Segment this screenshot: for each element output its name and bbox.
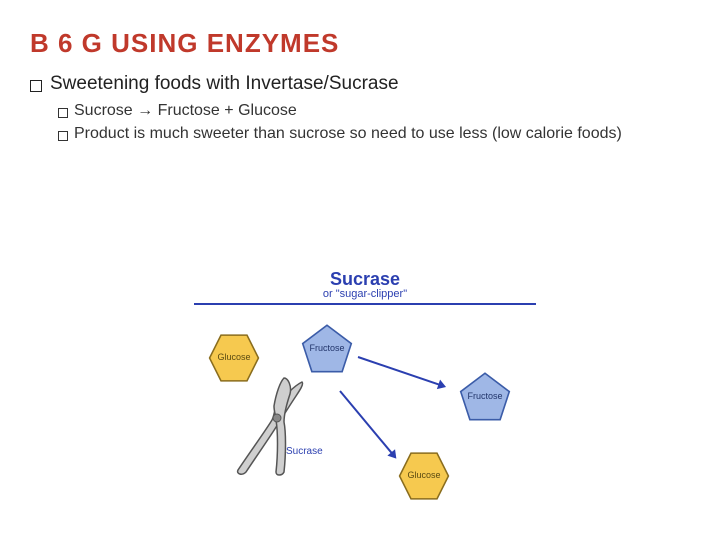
bullet-box-icon	[58, 108, 68, 118]
diagram-divider	[194, 303, 536, 305]
bullet-level2-a: Sucrose → Fructose + Glucose	[58, 101, 690, 122]
slide-title: B 6 G USING ENZYMES	[30, 28, 690, 59]
diagram-arrow-0	[358, 356, 445, 387]
bullet-box-icon	[58, 131, 68, 141]
bullet-l2b-text: Product is much sweeter than sucrose so …	[74, 124, 622, 145]
diagram-arrow-1	[339, 390, 395, 457]
glucose-left-label: Glucose	[208, 352, 260, 362]
bullet-level1: Sweetening foods with Invertase/Sucrase	[30, 73, 690, 95]
bullet-l1-text: Sweetening foods with Invertase/Sucrase	[50, 73, 399, 95]
bullet-l2a-text: Sucrose → Fructose + Glucose	[74, 101, 297, 122]
diagram-title: Sucrase	[190, 270, 540, 288]
sucrase-diagram: Sucrase or "sugar-clipper" Glucose Fructo…	[190, 270, 540, 500]
fructose-top-label: Fructose	[300, 343, 354, 353]
fructose-right-node: Fructose	[458, 370, 512, 424]
bullet-box-icon	[30, 80, 42, 92]
fructose-top-node: Fructose	[300, 322, 354, 376]
bullet-level2-b: Product is much sweeter than sucrose so …	[58, 124, 690, 145]
glucose-bottom-node: Glucose	[398, 450, 450, 502]
fructose-right-label: Fructose	[458, 391, 512, 401]
glucose-bottom-label: Glucose	[398, 470, 450, 480]
pliers-icon	[224, 372, 334, 482]
diagram-subtitle: or "sugar-clipper"	[190, 288, 540, 300]
